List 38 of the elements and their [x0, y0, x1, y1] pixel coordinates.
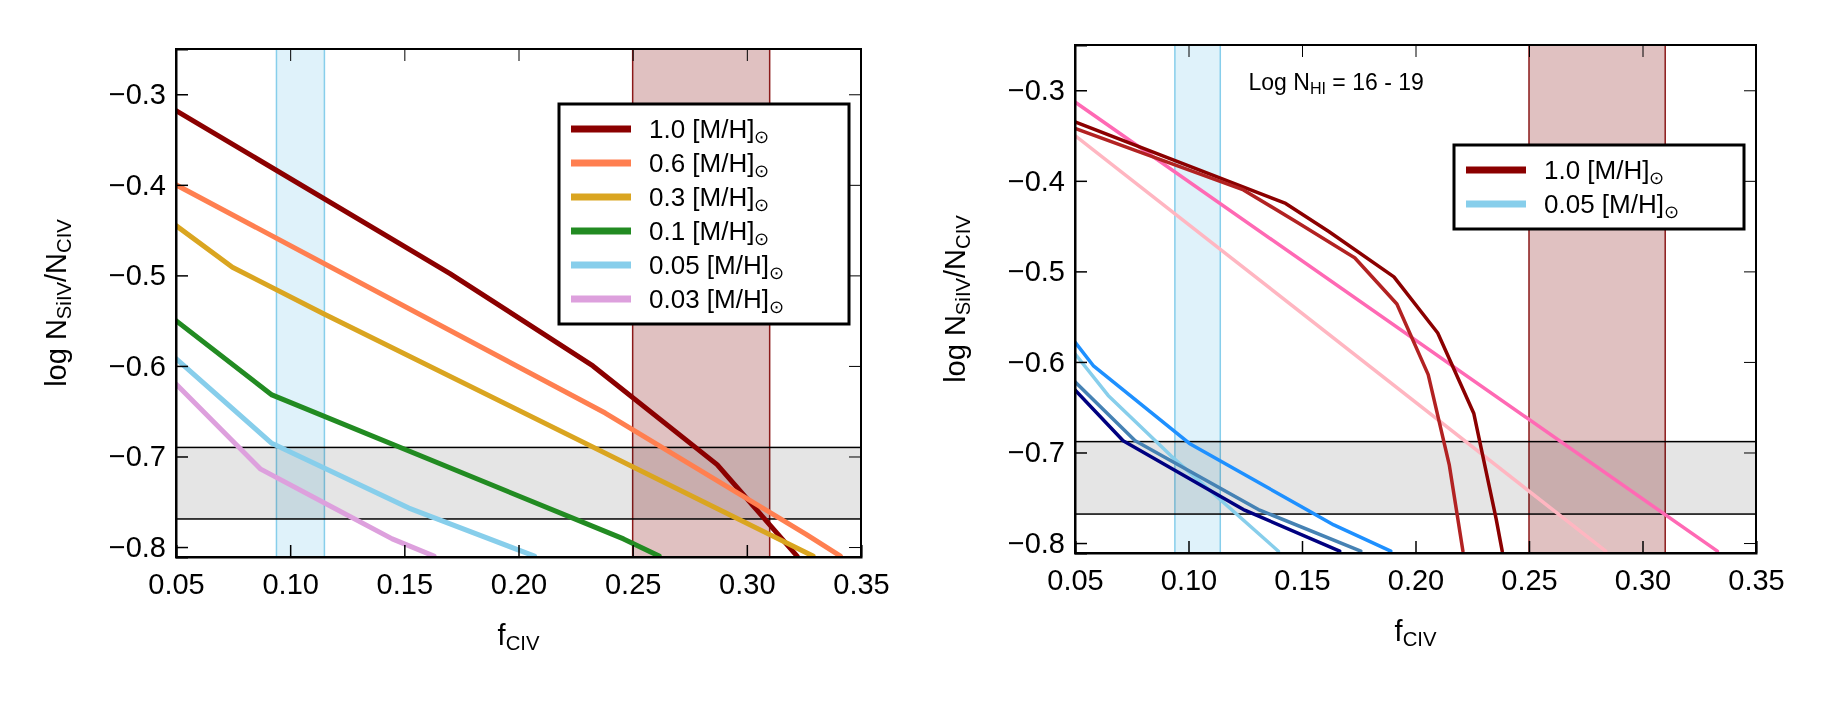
x-tick-label: 0.30: [719, 567, 776, 600]
y-tick-label: −0.3: [108, 78, 166, 111]
y-tick-label: −0.4: [108, 168, 166, 201]
x-tick-label: 0.15: [1274, 563, 1331, 596]
x-tick-label: 0.25: [1501, 563, 1558, 596]
y-tick-label: −0.5: [1007, 255, 1065, 288]
annotation: Log N$_{HI}$ = 16 - 19: [1248, 69, 1424, 97]
line-series: [1075, 340, 1393, 553]
y-tick-label: −0.7: [108, 440, 166, 473]
legend-label: 0.05 [M/H]$_{⊙}$: [1544, 189, 1679, 222]
legend-label: 0.1 [M/H]$_{⊙}$: [649, 216, 770, 249]
x-axis-title: f$_{CIV}$: [497, 619, 540, 654]
y-tick-label: −0.4: [1007, 164, 1065, 197]
legend-label: 0.3 [M/H]$_{⊙}$: [649, 182, 770, 215]
x-tick-label: 0.05: [1047, 563, 1104, 596]
legend-label: 0.6 [M/H]$_{⊙}$: [649, 148, 770, 181]
x-tick-label: 0.10: [262, 567, 319, 600]
legend-label: 0.05 [M/H]$_{⊙}$: [649, 250, 784, 283]
y-tick-label: −0.8: [1007, 526, 1065, 559]
y-tick-label: −0.7: [1007, 436, 1065, 469]
x-tick-label: 0.05: [148, 567, 205, 600]
x-axis-title: f$_{CIV}$: [1394, 615, 1437, 650]
x-tick-label: 0.20: [490, 567, 548, 600]
y-tick-label: −0.6: [108, 349, 166, 382]
x-tick-label: 0.35: [1728, 563, 1785, 596]
legend-label: 0.03 [M/H]$_{⊙}$: [649, 284, 784, 317]
x-tick-label: 0.25: [604, 567, 662, 600]
x-tick-label: 0.35: [833, 567, 890, 600]
y-tick-label: −0.8: [108, 530, 166, 563]
legend-label: 1.0 [M/H]$_{⊙}$: [1544, 155, 1665, 188]
legend-label: 1.0 [M/H]$_{⊙}$: [649, 114, 770, 147]
x-tick-label: 0.20: [1387, 563, 1445, 596]
x-tick-label: 0.15: [376, 567, 434, 600]
x-tick-label: 0.30: [1614, 563, 1672, 596]
y-tick-label: −0.3: [1007, 74, 1065, 107]
y-tick-label: −0.5: [108, 259, 166, 292]
x-tick-label: 0.10: [1160, 563, 1218, 596]
y-tick-label: −0.6: [1007, 345, 1065, 378]
